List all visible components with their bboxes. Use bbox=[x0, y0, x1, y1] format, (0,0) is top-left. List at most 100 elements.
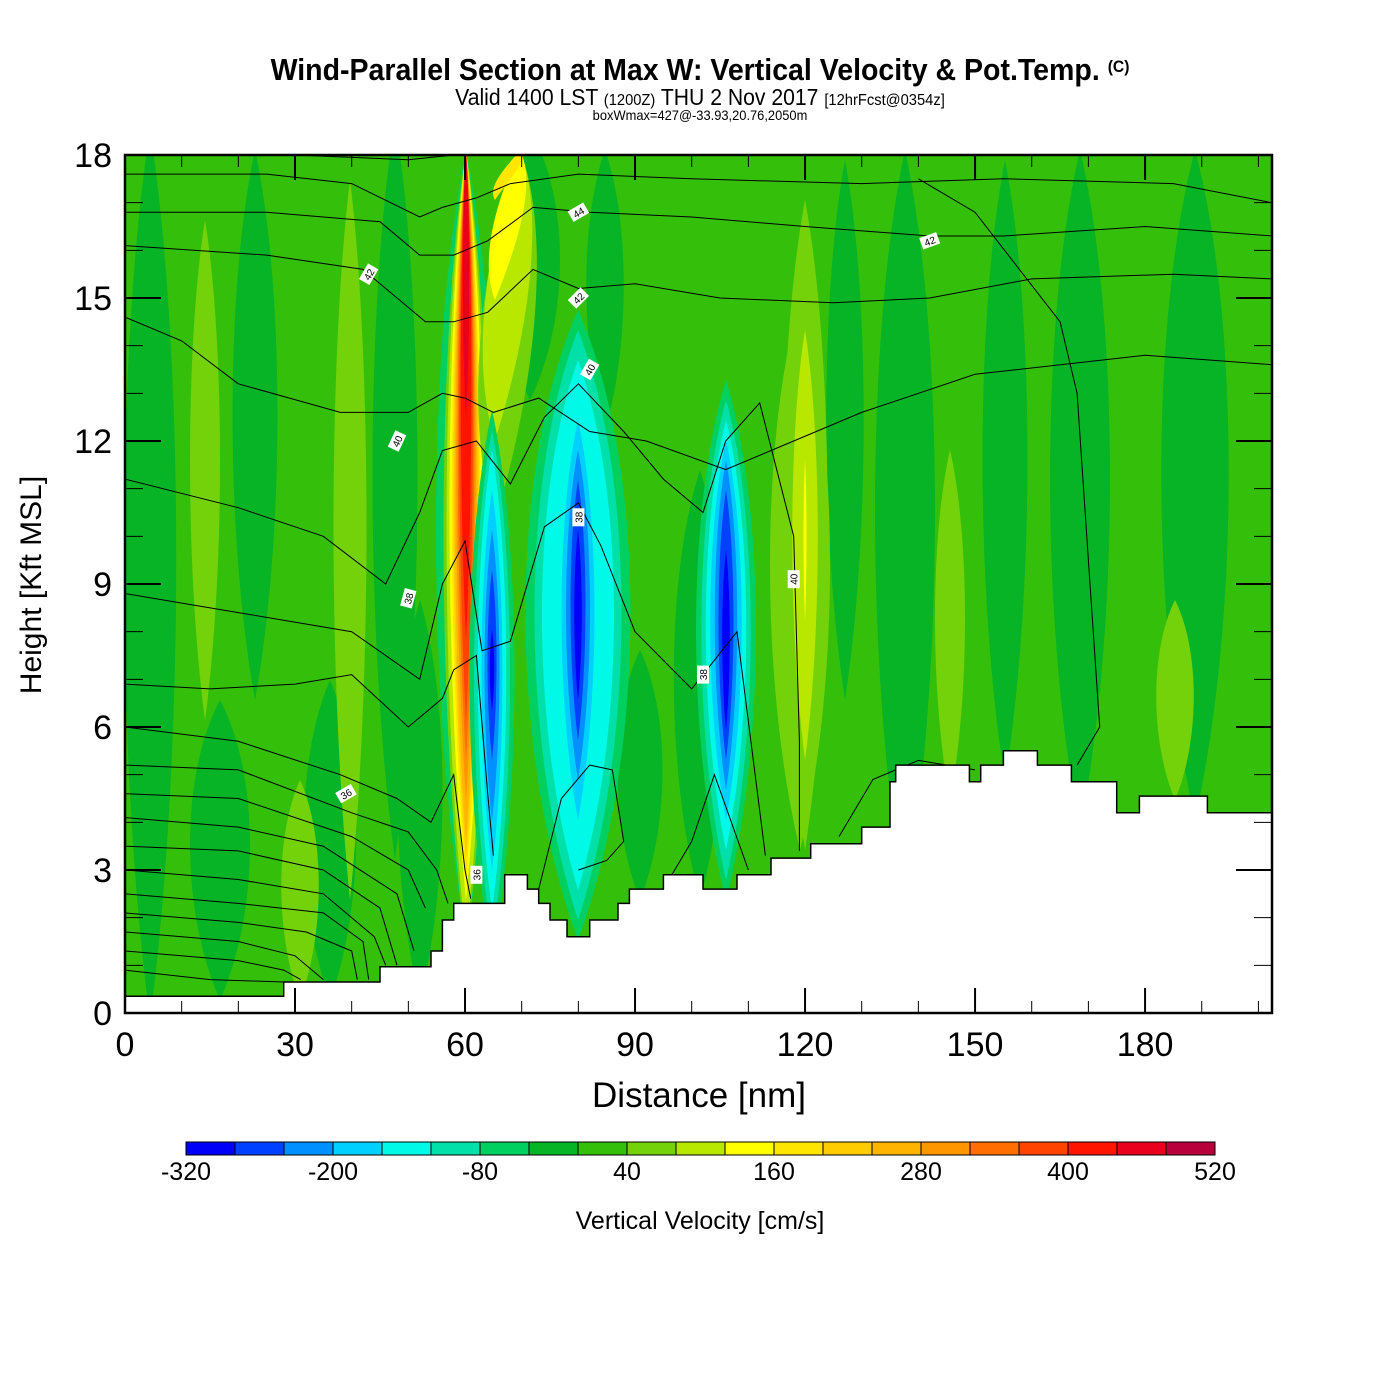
colorbar-swatch bbox=[528, 1141, 579, 1156]
colorbar-swatch bbox=[969, 1141, 1020, 1156]
downdraft-weak-band bbox=[617, 650, 663, 900]
copyright-mark: (C) bbox=[1107, 57, 1130, 76]
y-tick-label: 15 bbox=[74, 280, 112, 318]
downdraft-core-band bbox=[722, 550, 730, 730]
downdraft-weak-band bbox=[397, 600, 443, 1000]
y-tick-label: 12 bbox=[74, 423, 112, 461]
theta-contour-line bbox=[918, 178, 1101, 766]
contour-label-bg bbox=[335, 784, 357, 804]
downdraft-core-band bbox=[489, 630, 495, 710]
colorbar-swatch bbox=[185, 1141, 236, 1156]
colorbar-swatch bbox=[1116, 1141, 1167, 1156]
contour-label: 38 bbox=[572, 508, 585, 527]
contour-label: 42 bbox=[359, 263, 379, 285]
contour-label: 38 bbox=[400, 588, 417, 609]
contour-label-text: 38 bbox=[403, 591, 417, 605]
x-tick-label: 30 bbox=[276, 1026, 314, 1064]
colorbar-tick-label: 520 bbox=[1194, 1158, 1236, 1186]
colorbar-swatch bbox=[234, 1141, 285, 1156]
colorbar-tick-label: -80 bbox=[462, 1158, 498, 1186]
updraft-weak-band bbox=[190, 220, 220, 720]
theta-contour-line bbox=[125, 316, 1272, 471]
contour-label: 44 bbox=[567, 202, 590, 222]
box-info: boxWmax=427@-33.93,20.76,2050m bbox=[592, 107, 808, 123]
contour-label-bg bbox=[697, 665, 709, 684]
theta-contours bbox=[125, 155, 1272, 983]
theta-contour-line bbox=[125, 383, 800, 851]
theta-contour-line bbox=[125, 931, 324, 980]
y-tick-label: 18 bbox=[74, 137, 112, 175]
theta-contour-line bbox=[668, 773, 749, 880]
title-text: Wind-Parallel Section at Max W: Vertical… bbox=[270, 52, 1100, 87]
contour-label-text: 40 bbox=[790, 573, 801, 585]
updraft-weak-band bbox=[1156, 600, 1194, 800]
upper-updraft-band bbox=[493, 155, 522, 200]
axis-ticks bbox=[124, 154, 1272, 1014]
theta-contour-line bbox=[125, 245, 1272, 323]
colorbar-tick-label: 400 bbox=[1047, 1158, 1089, 1186]
colorbar-tick-label: -200 bbox=[308, 1158, 358, 1186]
x-tick-label: 180 bbox=[1117, 1026, 1174, 1064]
colorbar-swatch bbox=[822, 1141, 873, 1156]
colorbar-tick-label: 280 bbox=[900, 1158, 942, 1186]
theta-contour-line bbox=[125, 950, 301, 981]
contour-label-text: 42 bbox=[923, 235, 938, 249]
colorbar-swatch bbox=[479, 1141, 530, 1156]
colorbar-swatch bbox=[773, 1141, 824, 1156]
x-tick-label: 150 bbox=[947, 1026, 1004, 1064]
terrain-surface bbox=[125, 750, 1272, 1013]
contour-label-bg bbox=[470, 865, 483, 884]
colorbar-swatch bbox=[724, 1141, 775, 1156]
valid-utc: (1200Z) bbox=[603, 92, 656, 109]
downdraft-weak-band bbox=[826, 160, 864, 700]
contour-label: 38 bbox=[697, 665, 710, 684]
colorbar-swatch bbox=[430, 1141, 481, 1156]
theta-contour-line bbox=[125, 793, 426, 909]
theta-contour-line bbox=[125, 817, 415, 952]
downdraft-core-band bbox=[574, 530, 582, 700]
contour-label-text: 36 bbox=[472, 869, 483, 881]
y-tick-label: 6 bbox=[93, 709, 112, 747]
x-tick-label: 60 bbox=[446, 1026, 484, 1064]
theta-contour-line bbox=[125, 969, 284, 983]
theta-contour-line bbox=[125, 726, 472, 899]
contour-label-text: 40 bbox=[583, 362, 598, 378]
contour-label-bg bbox=[580, 358, 600, 381]
colorbar-swatch bbox=[626, 1141, 677, 1156]
colorbar-swatch bbox=[577, 1141, 628, 1156]
contour-label-bg bbox=[567, 287, 590, 309]
colorbar-tick-label: 40 bbox=[613, 1158, 641, 1186]
updraft-core-band bbox=[463, 155, 469, 420]
y-tick-label: 9 bbox=[93, 566, 112, 604]
contour-label-text: 44 bbox=[572, 206, 588, 221]
colorbar-tick-label: 160 bbox=[753, 1158, 795, 1186]
contour-label-bg bbox=[787, 570, 800, 589]
theta-contour-line bbox=[125, 893, 370, 980]
colorbar-swatch bbox=[332, 1141, 383, 1156]
theta-contour-line bbox=[125, 206, 1272, 256]
updraft-secondary-band bbox=[803, 460, 807, 620]
upper-updraft-band bbox=[488, 155, 527, 300]
contour-label-bg bbox=[572, 508, 585, 527]
valid-date: THU 2 Nov 2017 bbox=[660, 84, 819, 110]
contour-label-bg bbox=[919, 232, 941, 250]
colorbar-swatch bbox=[871, 1141, 922, 1156]
terrain bbox=[125, 750, 1272, 1013]
contour-label: 36 bbox=[470, 865, 483, 884]
theta-contour-line bbox=[521, 764, 625, 928]
colorbar-swatch bbox=[675, 1141, 726, 1156]
contour-label-bg bbox=[567, 202, 590, 222]
theta-contour-line bbox=[125, 869, 387, 966]
x-tick-label: 120 bbox=[777, 1026, 834, 1064]
colorbar-swatch bbox=[1018, 1141, 1069, 1156]
contour-label: 40 bbox=[787, 570, 801, 589]
contour-label: 42 bbox=[919, 232, 941, 250]
colorbar-swatch bbox=[920, 1141, 971, 1156]
theta-contour-line bbox=[125, 654, 494, 856]
contour-label-bg bbox=[359, 263, 379, 285]
colorbar-tick-label: -320 bbox=[161, 1158, 211, 1186]
chart-title: Wind-Parallel Section at Max W: Vertical… bbox=[56, 52, 1344, 88]
